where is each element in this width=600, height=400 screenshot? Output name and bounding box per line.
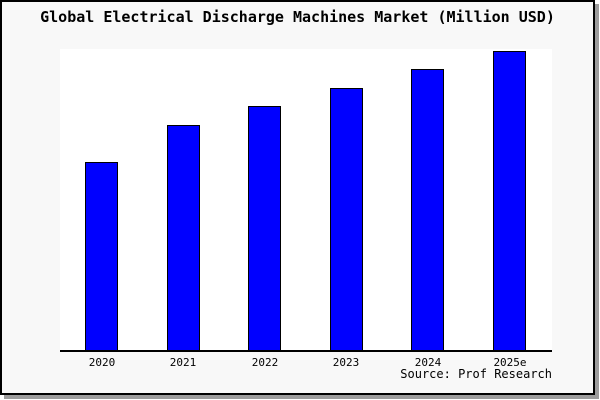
bar-2023	[330, 88, 363, 350]
bar-2020	[85, 162, 118, 350]
x-tick-label: 2022	[251, 356, 279, 369]
x-axis-labels: 2020 2021 2022 2023 2024 2025e	[60, 356, 552, 371]
x-tick-label: 2020	[88, 356, 116, 369]
plot-area	[60, 49, 552, 352]
x-tick-label: 2024	[414, 356, 442, 369]
bar-2021	[167, 125, 200, 350]
x-tick-label: 2025e	[493, 356, 527, 369]
bar-2022	[248, 106, 281, 350]
chart-window: Global Electrical Discharge Machines Mar…	[0, 0, 595, 395]
bar-2025e	[493, 51, 526, 350]
chart-title: Global Electrical Discharge Machines Mar…	[40, 8, 555, 26]
x-tick-label: 2021	[169, 356, 197, 369]
source-credit: Source: Prof Research	[400, 367, 552, 381]
x-tick-label: 2023	[332, 356, 360, 369]
bar-2024	[411, 69, 444, 350]
